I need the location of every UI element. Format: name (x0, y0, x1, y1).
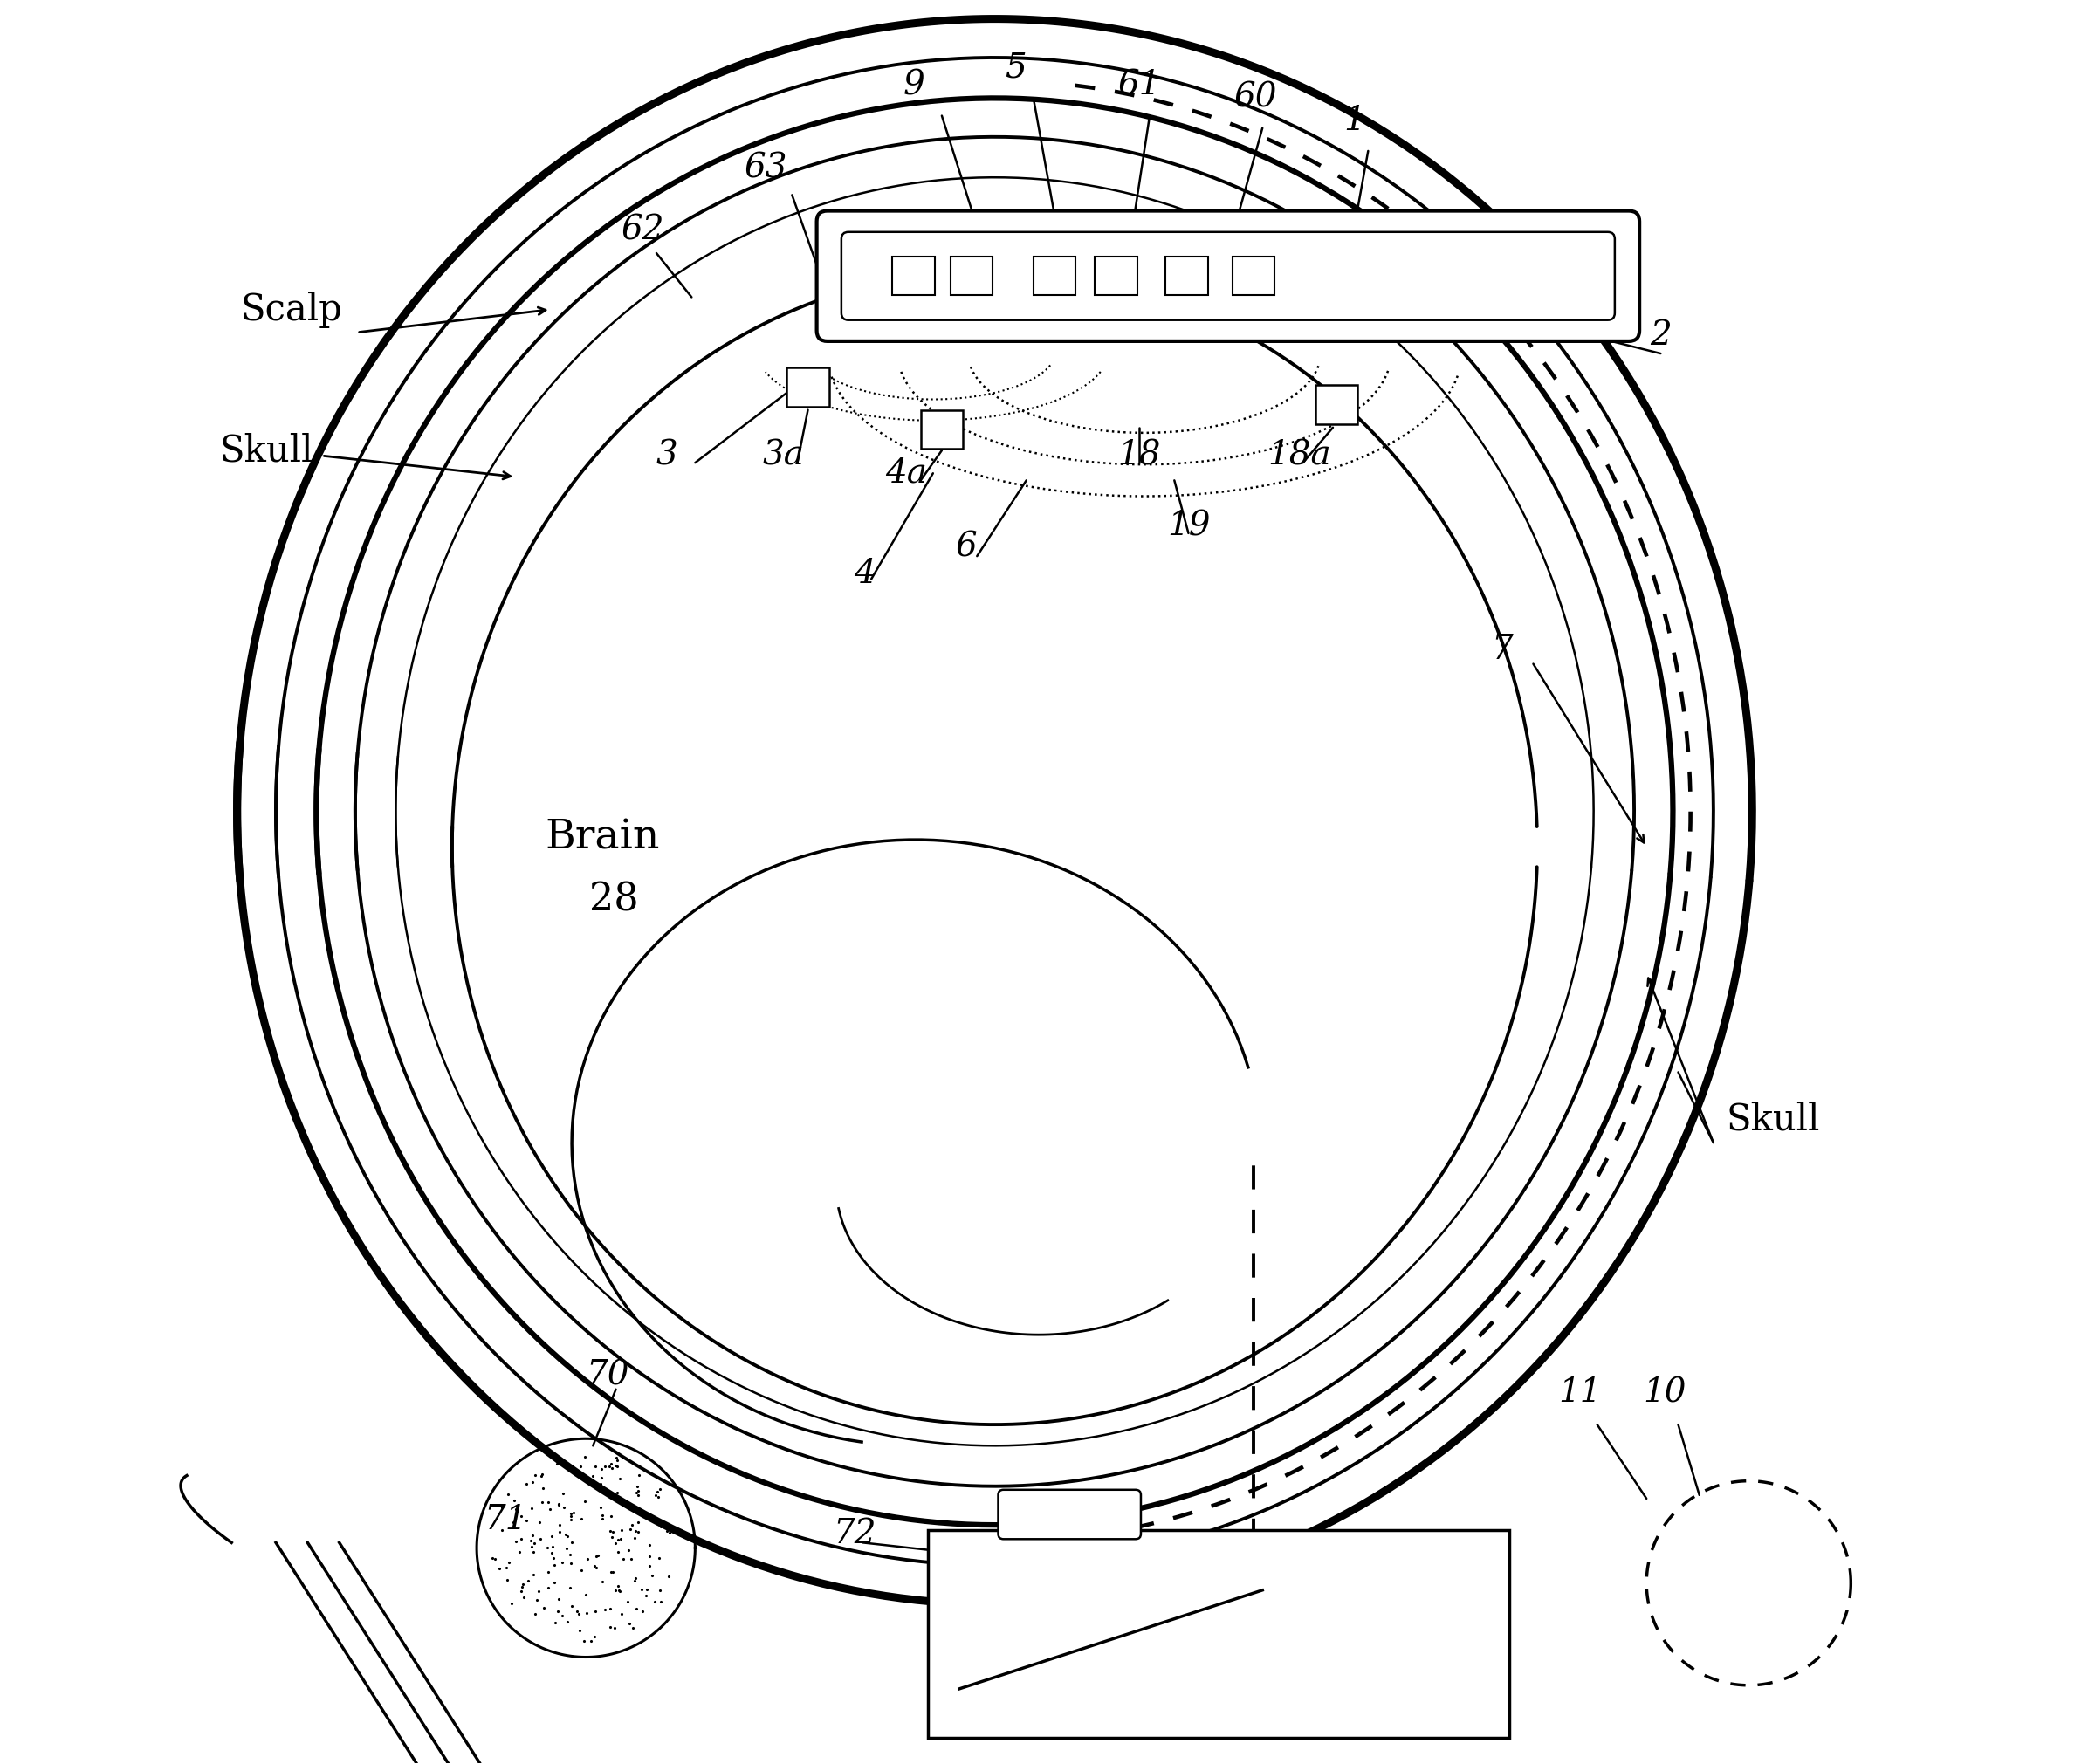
Bar (928, 1529, 1508, 1738)
Bar (788, 367, 830, 406)
Text: 60: 60 (1234, 81, 1278, 115)
Bar (1096, 256, 1138, 295)
Bar (1165, 256, 1209, 295)
Text: 72: 72 (832, 1517, 876, 1551)
Text: 2: 2 (1651, 319, 1672, 353)
FancyBboxPatch shape (817, 212, 1640, 340)
Text: 63: 63 (744, 152, 788, 185)
Bar (951, 256, 993, 295)
Text: 62: 62 (620, 213, 664, 247)
Text: 11: 11 (1559, 1376, 1601, 1409)
Text: 18: 18 (1119, 439, 1161, 471)
Text: 19: 19 (1167, 510, 1211, 542)
Text: 3a: 3a (763, 439, 804, 471)
Text: Skull: Skull (220, 432, 314, 469)
Text: 18a: 18a (1267, 439, 1330, 471)
Text: 8: 8 (991, 1558, 1012, 1591)
FancyBboxPatch shape (997, 1491, 1142, 1538)
Bar (1232, 256, 1274, 295)
Text: 71: 71 (484, 1503, 528, 1536)
Text: Brain: Brain (545, 818, 660, 857)
Text: 70: 70 (587, 1358, 628, 1392)
Bar (1316, 385, 1358, 423)
Text: 4a: 4a (886, 457, 928, 489)
Text: 4: 4 (853, 557, 876, 589)
Bar (892, 256, 934, 295)
Text: 28: 28 (589, 880, 639, 919)
Text: 10: 10 (1642, 1376, 1686, 1409)
Text: 61: 61 (1119, 69, 1161, 102)
Text: Skull: Skull (1726, 1101, 1818, 1138)
FancyBboxPatch shape (842, 233, 1615, 319)
Text: 3: 3 (656, 439, 679, 471)
Bar (920, 409, 964, 448)
Text: 6: 6 (955, 531, 978, 563)
Text: 5: 5 (1006, 51, 1027, 85)
Text: 7: 7 (1492, 633, 1513, 665)
Text: Scalp: Scalp (241, 291, 344, 328)
Text: 9: 9 (903, 69, 924, 102)
Bar (1033, 256, 1075, 295)
Text: 1: 1 (1343, 104, 1366, 138)
